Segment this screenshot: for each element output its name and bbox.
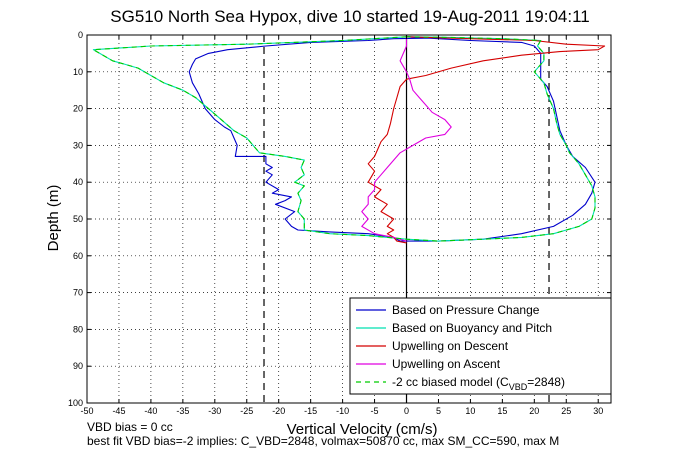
series-lines [92, 36, 606, 244]
x-axis-label: Vertical Velocity (cm/s) [287, 421, 438, 438]
x-tick-label: 5 [436, 406, 441, 416]
best-fit-note: best fit VBD bias=-2 implies: C_VBD=2848… [87, 434, 559, 448]
x-tick-label: 30 [593, 406, 603, 416]
y-tick-label: 50 [73, 214, 83, 224]
x-tick-label: -45 [112, 406, 125, 416]
x-ticks: -50 -45 -40 -35 -30 -25 -20 -15 -10 -5 0 5 10 15 20 25 3… [80, 35, 603, 416]
y-tick-label: 0 [78, 30, 83, 40]
series-line-4 [92, 36, 596, 242]
y-tick-label: 70 [73, 288, 83, 298]
series-line-0 [188, 36, 596, 242]
series-line-2 [367, 36, 606, 244]
legend-box [349, 297, 612, 395]
legend-label: Based on Buoyancy and Pitch [392, 321, 552, 335]
x-tick-label: -20 [272, 406, 285, 416]
y-ticks: 0 10 20 30 40 50 60 70 80 90 100 [68, 30, 611, 408]
x-tick-label: -50 [80, 406, 93, 416]
x-tick-label: 20 [529, 406, 539, 416]
legend-label: Upwelling on Descent [392, 339, 509, 353]
x-tick-label: -35 [176, 406, 189, 416]
series-line-3 [361, 38, 452, 242]
legend: Based on Pressure Change Based on Buoyanc… [349, 297, 612, 395]
chart-title: SG510 North Sea Hypox, dive 10 started 1… [110, 7, 589, 26]
y-tick-label: 100 [68, 398, 83, 408]
y-tick-label: 20 [73, 104, 83, 114]
legend-label: Upwelling on Ascent [392, 357, 501, 371]
x-tick-label: -30 [208, 406, 221, 416]
x-tick-label: -5 [371, 406, 379, 416]
x-tick-label: 0 [404, 406, 409, 416]
legend-label: -2 cc biased model (CVBD=2848) [392, 375, 565, 392]
x-tick-label: -15 [304, 406, 317, 416]
y-tick-label: 10 [73, 67, 83, 77]
y-tick-label: 90 [73, 361, 83, 371]
x-tick-label: -25 [240, 406, 253, 416]
y-tick-label: 60 [73, 251, 83, 261]
x-tick-label: 25 [561, 406, 571, 416]
vbd-bias-note: VBD bias = 0 cc [87, 420, 173, 434]
y-tick-label: 30 [73, 140, 83, 150]
x-tick-label: 15 [497, 406, 507, 416]
x-tick-label: -10 [336, 406, 349, 416]
x-tick-label: -40 [144, 406, 157, 416]
x-tick-label: 10 [465, 406, 475, 416]
y-tick-label: 80 [73, 324, 83, 334]
legend-label: Based on Pressure Change [392, 303, 540, 317]
y-tick-label: 40 [73, 177, 83, 187]
y-axis-label: Depth (m) [45, 185, 62, 252]
